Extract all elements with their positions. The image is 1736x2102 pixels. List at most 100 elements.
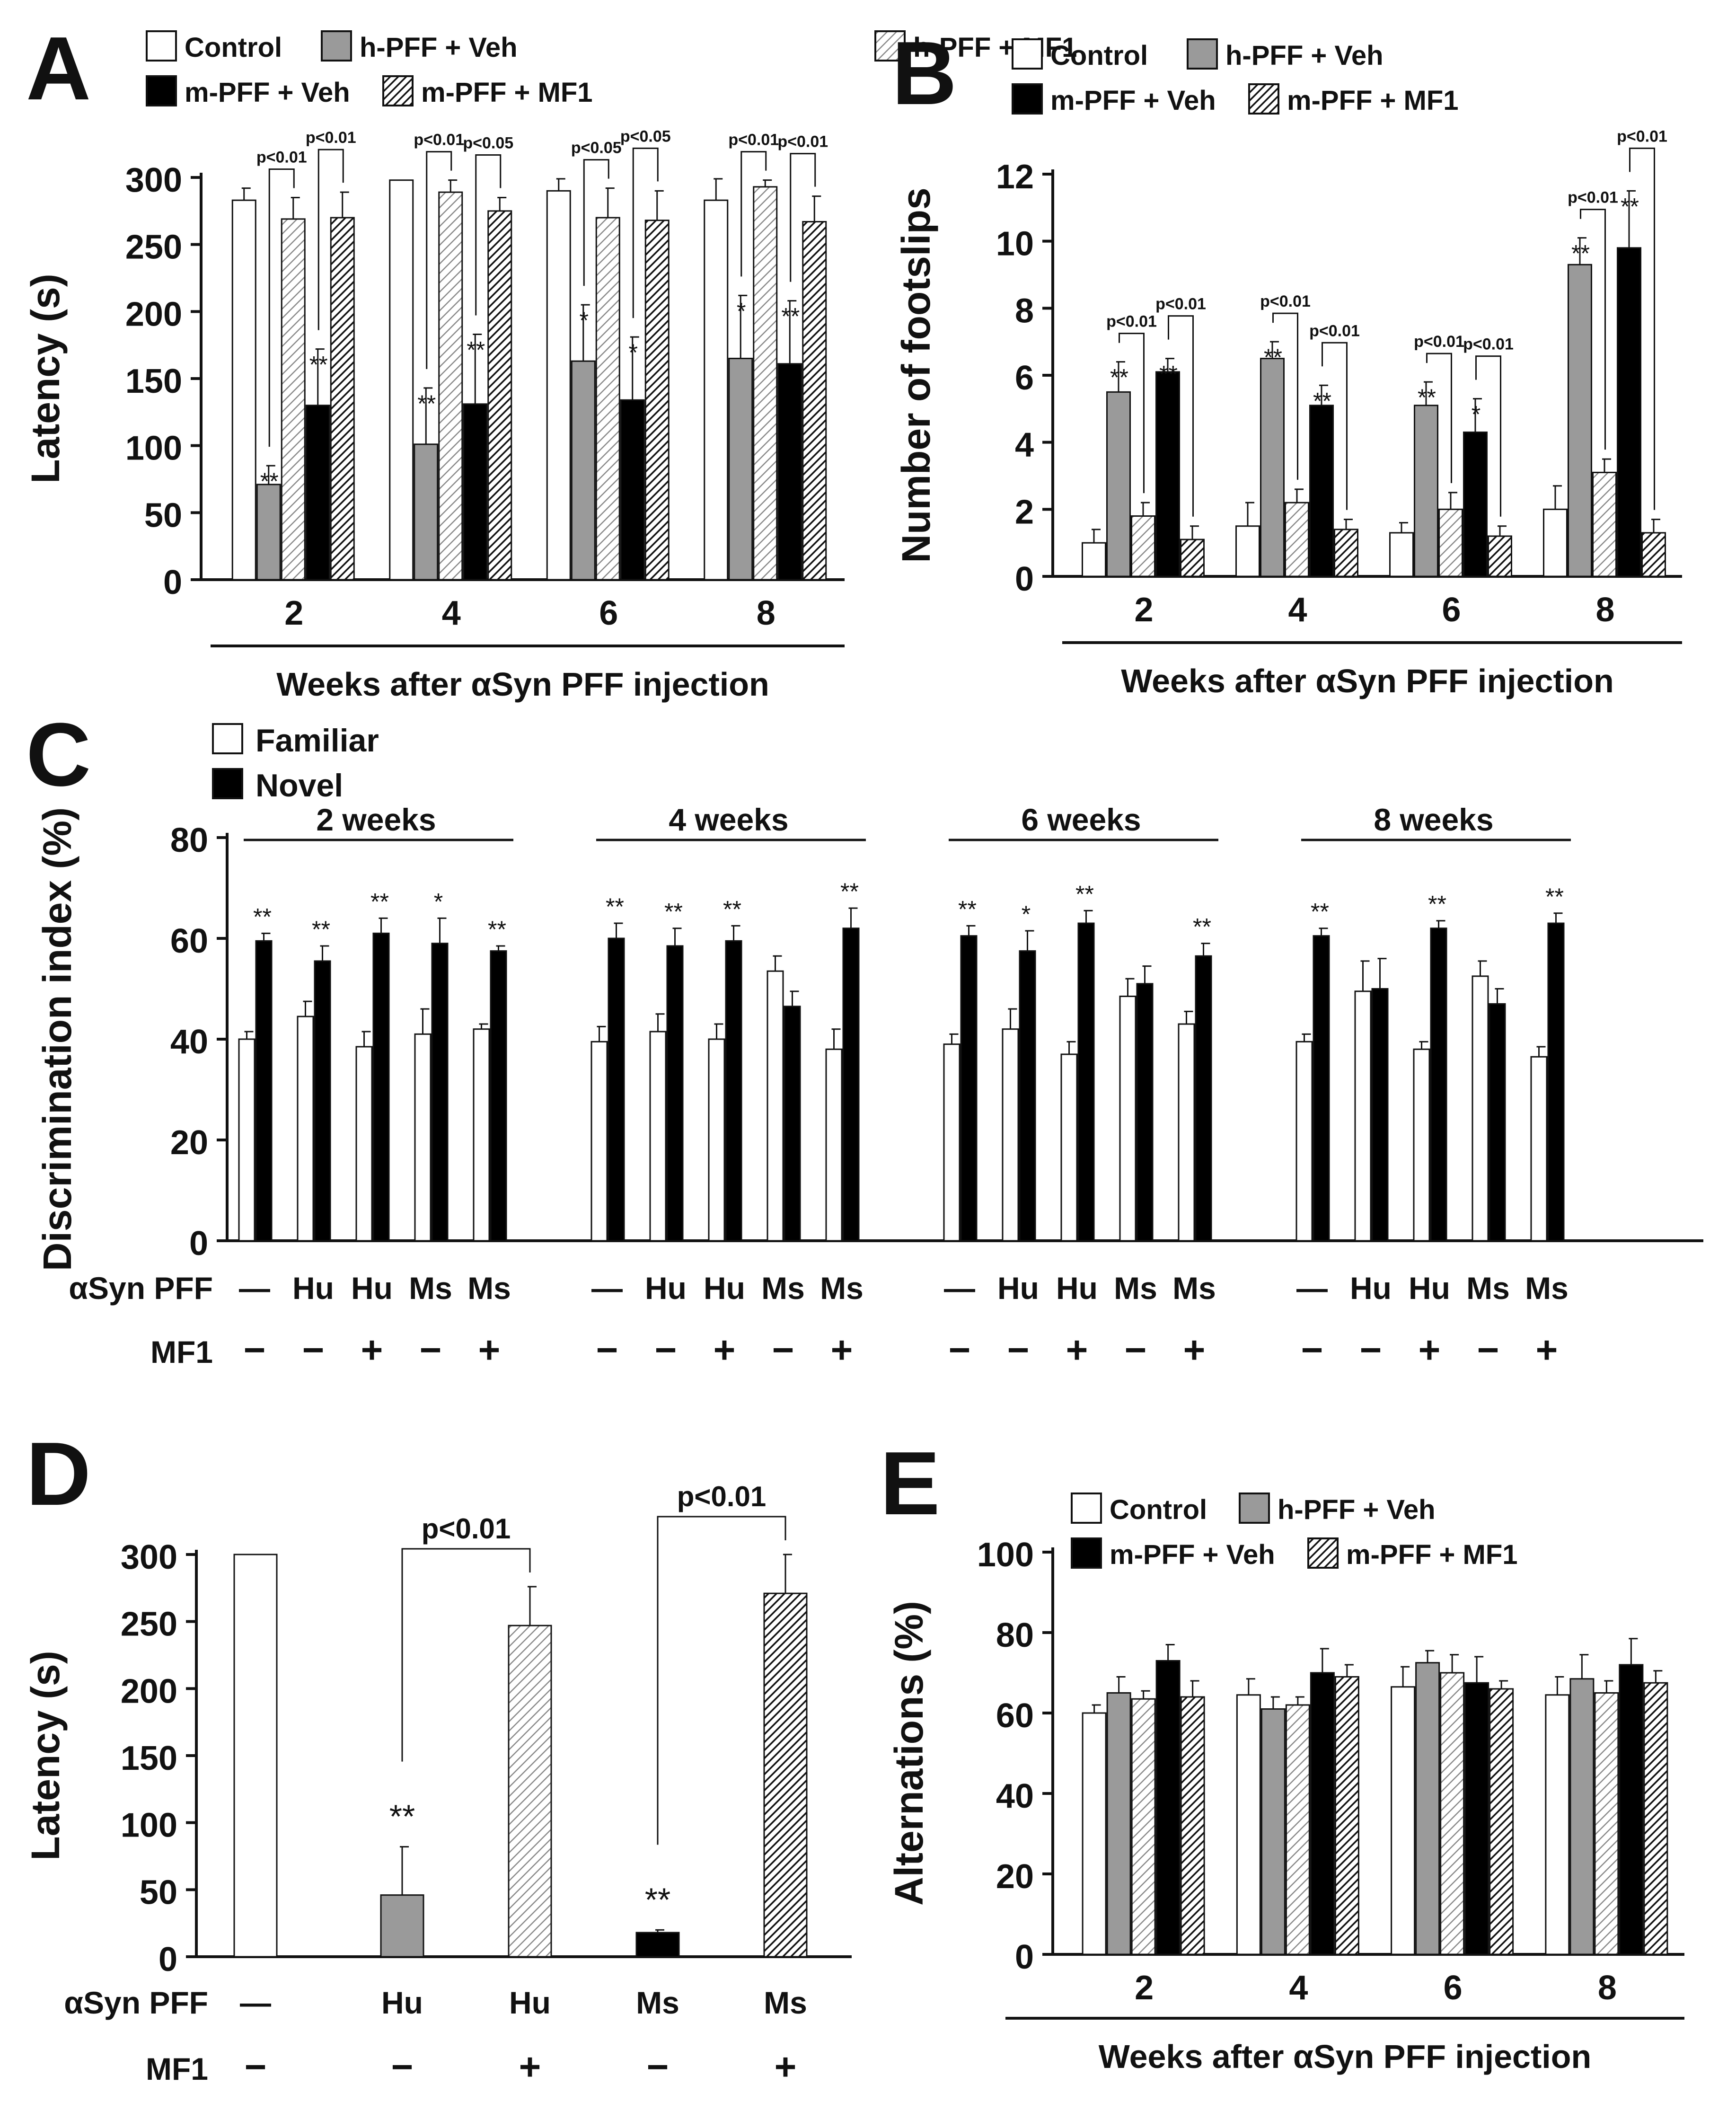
bar-familiar [825,1048,843,1242]
legend-swatch-novel [212,768,243,799]
y-tick-label: 0 [1015,1938,1034,1976]
bar-h_veh [414,443,439,581]
legend-swatch-control [1012,38,1043,70]
y-tick-label: 20 [170,1124,208,1162]
bar-familiar [1295,1041,1313,1242]
legend-swatch-control [1071,1493,1102,1524]
legend-swatch-m_mf1 [382,75,414,106]
bar-novel [1371,988,1389,1242]
mf1-label: − [245,2046,267,2088]
bar-m_mf1 [802,221,827,581]
significance-marker: * [1022,901,1031,927]
bar-h_mf1 [753,186,778,581]
asyn-label: Hu [1350,1271,1392,1306]
significance-marker: ** [1193,914,1211,940]
legend-swatch-m_mf1 [1307,1537,1339,1569]
x-tick-label: 6 [1442,591,1461,629]
bar-control [1082,542,1106,577]
significance-marker: ** [1110,364,1128,391]
bar-m_mf1 [1180,539,1205,577]
asyn-label: — [240,1985,271,2020]
mf1-label: − [1360,1329,1382,1371]
legend-swatch-h_veh [1239,1493,1270,1524]
asyn-label: Hu [1409,1271,1450,1306]
significance-marker: ** [645,1881,670,1918]
significance-bracket [1272,312,1298,480]
legend-label-control: Control [185,32,282,63]
significance-marker: ** [1075,881,1094,907]
legend-label-control: Control [1050,40,1148,71]
mf1-label: − [772,1329,794,1371]
legend-label-h_mf1: h-PFF + MF1 [913,32,1077,63]
legend-label-m_veh: m-PFF + Veh [1110,1539,1275,1570]
y-tick-label: 200 [125,295,182,333]
mf1-label: − [647,2046,669,2088]
panel-label-a: A [26,18,91,119]
significance-marker: ** [664,899,683,925]
asyn-label: Ms [764,1985,807,2020]
y-tick-label: 0 [163,564,182,601]
bar-m_veh [1464,1682,1489,1955]
legend-label-h_veh: h-PFF + Veh [360,32,518,63]
p-value-label: p<0.01 [1568,189,1618,207]
bar-h_veh [1260,358,1285,577]
bar-control [233,1554,278,1958]
asyn-label: Hu [292,1271,334,1306]
significance-marker: ** [1418,384,1436,411]
bar-m_mf1 [1489,1688,1514,1955]
bar-familiar [1060,1053,1078,1242]
mf1-label: − [1301,1329,1323,1371]
legend-swatch-h_veh [321,30,352,62]
significance-marker: ** [958,896,977,922]
legend-swatch-familiar [212,723,243,754]
bar-novel [960,935,978,1242]
group-label: 4 weeks [669,802,788,837]
legend-swatch-m_veh [1071,1537,1102,1569]
y-axis-label: Number of footslips [894,187,938,563]
asyn-label: Ms [467,1271,511,1306]
bar-m_mf1 [1641,532,1666,577]
p-value-label: p<0.01 [728,131,779,149]
p-value-label: p<0.01 [414,131,464,149]
y-tick-label: 20 [996,1858,1034,1896]
panel-label-e: E [880,1433,940,1534]
y-tick-label: 6 [1015,359,1034,397]
bar-m_mf1 [1334,1676,1359,1955]
legend-label-m_mf1: m-PFF + MF1 [1346,1539,1518,1570]
x-tick-label: 4 [1288,591,1307,629]
asyn-label: Ms [1466,1271,1510,1306]
panel-d: D 0 50 100 150 200 250 300 Latency (s) αSyn PFF M… [23,1424,852,2088]
bar-m_mf1 [1180,1696,1205,1955]
bar-familiar [1002,1028,1019,1242]
asyn-label: Hu [1056,1271,1098,1306]
mf1-label: − [596,1329,618,1371]
bar-familiar [297,1016,314,1242]
x-tick-label: 8 [1598,1969,1617,2007]
bar-m_veh [1155,1660,1181,1955]
panel-label-b: B [892,23,957,124]
bar-m_veh [1619,1664,1644,1955]
asyn-label: Ms [1525,1271,1569,1306]
bar-h_veh [1568,264,1592,577]
y-tick-label: 10 [996,225,1034,263]
legend-label-m_mf1: m-PFF + MF1 [1287,85,1459,116]
bar-h_mf1 [1285,502,1309,577]
bar-familiar [238,1038,256,1242]
bar-familiar [1119,995,1137,1242]
row-label-asyn: αSyn PFF [69,1271,213,1306]
row-label-mf1: MF1 [146,2051,208,2086]
y-tick-label: 300 [125,161,182,199]
bar-h_mf1 [595,217,620,581]
significance-marker: ** [260,468,279,495]
significance-marker: * [629,339,638,366]
y-tick-label: 0 [1015,560,1034,598]
p-value-label: p<0.01 [1155,295,1206,313]
bar-novel [1077,922,1095,1242]
asyn-label: Ms [761,1271,805,1306]
y-tick-label: 300 [121,1538,177,1576]
mf1-label: − [655,1329,677,1371]
mf1-label: − [420,1329,442,1371]
bar-m_veh [635,1932,680,1958]
y-tick-label: 100 [125,430,182,468]
